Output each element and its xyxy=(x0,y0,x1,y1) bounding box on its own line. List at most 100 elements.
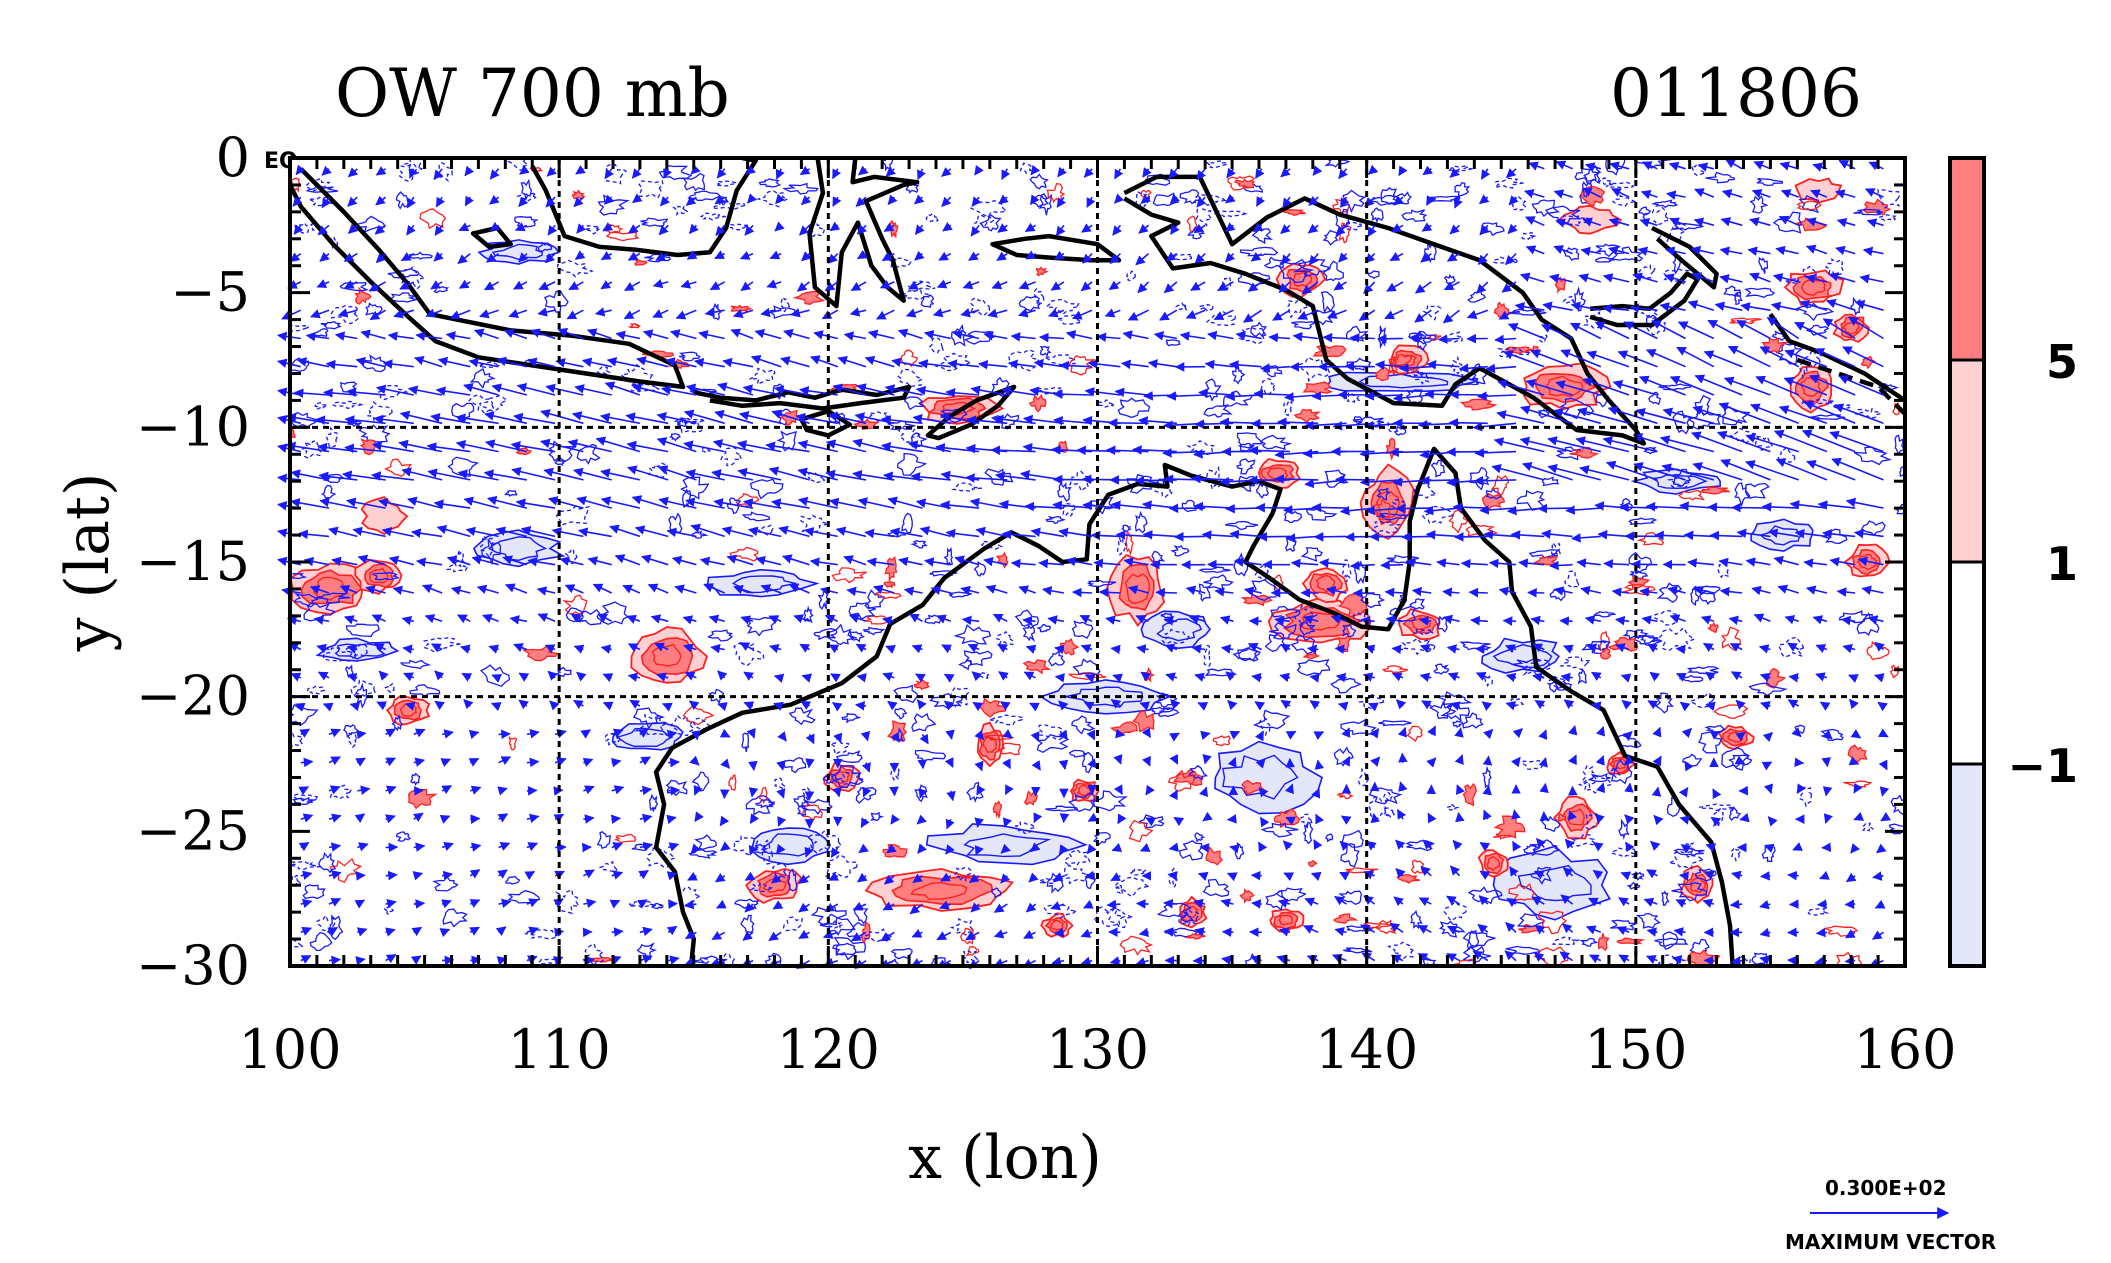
negative-contour xyxy=(1772,211,1802,234)
negative-contour xyxy=(1057,482,1072,502)
negative-contour xyxy=(346,731,358,749)
negative-contour xyxy=(1505,945,1540,955)
negative-contour xyxy=(1888,823,1905,835)
wind-vector xyxy=(1823,813,1833,824)
wind-vector xyxy=(1844,899,1856,909)
negative-contour xyxy=(638,180,664,199)
wind-vector xyxy=(1107,418,1149,428)
wind-vector xyxy=(355,871,366,881)
wind-vector xyxy=(1527,587,1545,598)
x-tick-label: 120 xyxy=(777,1018,880,1081)
negative-contour xyxy=(1231,364,1246,385)
negative-contour xyxy=(1734,482,1751,508)
negative-contour xyxy=(1671,882,1708,902)
wind-vector xyxy=(1739,812,1750,823)
positive-contour xyxy=(1459,398,1498,411)
negative-contour xyxy=(828,736,850,756)
negative-contour xyxy=(1641,206,1671,226)
negative-contour xyxy=(870,811,885,822)
wind-vector xyxy=(582,927,593,938)
negative-contour xyxy=(903,396,927,411)
negative-contour xyxy=(395,831,411,842)
wind-vector xyxy=(1257,531,1291,542)
wind-vector xyxy=(1437,334,1460,344)
wind-vector xyxy=(1199,843,1210,853)
negative-contour xyxy=(1278,258,1315,284)
negative-contour xyxy=(826,623,858,645)
negative-region xyxy=(1492,845,1611,921)
negative-contour xyxy=(914,749,947,763)
wind-vector xyxy=(748,787,759,798)
negative-contour xyxy=(1251,226,1274,245)
wind-vector xyxy=(668,899,678,909)
negative-contour xyxy=(1126,473,1159,494)
positive-contour xyxy=(508,736,518,751)
negative-contour xyxy=(1736,955,1751,966)
negative-contour xyxy=(306,685,326,695)
wind-vector xyxy=(1274,474,1319,484)
negative-contour xyxy=(1805,324,1830,336)
positive-contour xyxy=(1128,819,1154,843)
negative-contour xyxy=(1242,183,1264,193)
negative-contour xyxy=(897,452,928,476)
negative-contour xyxy=(822,773,839,784)
negative-contour xyxy=(451,402,475,424)
negative-contour xyxy=(1037,877,1058,884)
negative-contour xyxy=(782,916,803,932)
negative-contour xyxy=(1382,807,1396,818)
negative-contour xyxy=(442,908,468,928)
negative-contour xyxy=(771,862,788,879)
negative-contour xyxy=(1378,720,1412,727)
positive-contour xyxy=(1843,780,1873,788)
negative-contour xyxy=(1092,831,1111,847)
negative-contour xyxy=(308,195,334,207)
negative-contour xyxy=(1368,796,1389,819)
negative-contour xyxy=(1072,658,1101,676)
negative-contour xyxy=(1299,621,1316,637)
wind-vector xyxy=(1194,419,1234,429)
wind-vector xyxy=(1449,389,1488,400)
positive-contour xyxy=(1381,665,1409,674)
negative-contour xyxy=(584,224,602,235)
negative-contour xyxy=(290,729,305,749)
negative-contour xyxy=(1154,692,1178,708)
wind-vector xyxy=(1502,616,1517,626)
negative-contour xyxy=(1300,813,1313,828)
negative-contour xyxy=(726,497,742,515)
negative-contour xyxy=(432,875,459,892)
wind-vector xyxy=(1821,757,1831,768)
negative-contour xyxy=(687,190,722,202)
positive-contour xyxy=(1241,779,1268,796)
negative-contour xyxy=(391,714,403,732)
negative-contour xyxy=(1593,610,1617,618)
negative-region-inner xyxy=(1222,754,1299,800)
wind-vector xyxy=(1474,644,1488,655)
negative-contour xyxy=(1170,544,1190,557)
negative-contour xyxy=(1402,369,1426,378)
colorbar-label: −1 xyxy=(2007,739,2078,793)
negative-contour xyxy=(646,847,676,868)
negative-contour xyxy=(1722,285,1742,298)
negative-contour xyxy=(596,831,611,850)
negative-contour xyxy=(1628,551,1653,575)
negative-contour xyxy=(1126,270,1137,282)
negative-contour xyxy=(1353,416,1385,428)
negative-contour xyxy=(1275,887,1307,903)
negative-contour xyxy=(893,684,919,704)
negative-contour xyxy=(782,182,819,195)
negative-contour xyxy=(894,707,908,720)
negative-contour xyxy=(330,305,361,325)
negative-contour xyxy=(1036,624,1051,633)
positive-contour xyxy=(1796,200,1822,211)
positive-contour xyxy=(992,800,1003,820)
negative-contour xyxy=(345,623,380,637)
negative-contour xyxy=(1179,840,1204,861)
negative-contour xyxy=(779,295,791,313)
negative-contour xyxy=(1562,247,1580,261)
negative-contour xyxy=(339,282,369,292)
negative-contour xyxy=(1721,746,1750,771)
negative-contour xyxy=(1469,466,1490,491)
negative-contour xyxy=(1656,582,1683,603)
positive-contour xyxy=(641,350,674,358)
negative-contour xyxy=(1181,499,1197,513)
